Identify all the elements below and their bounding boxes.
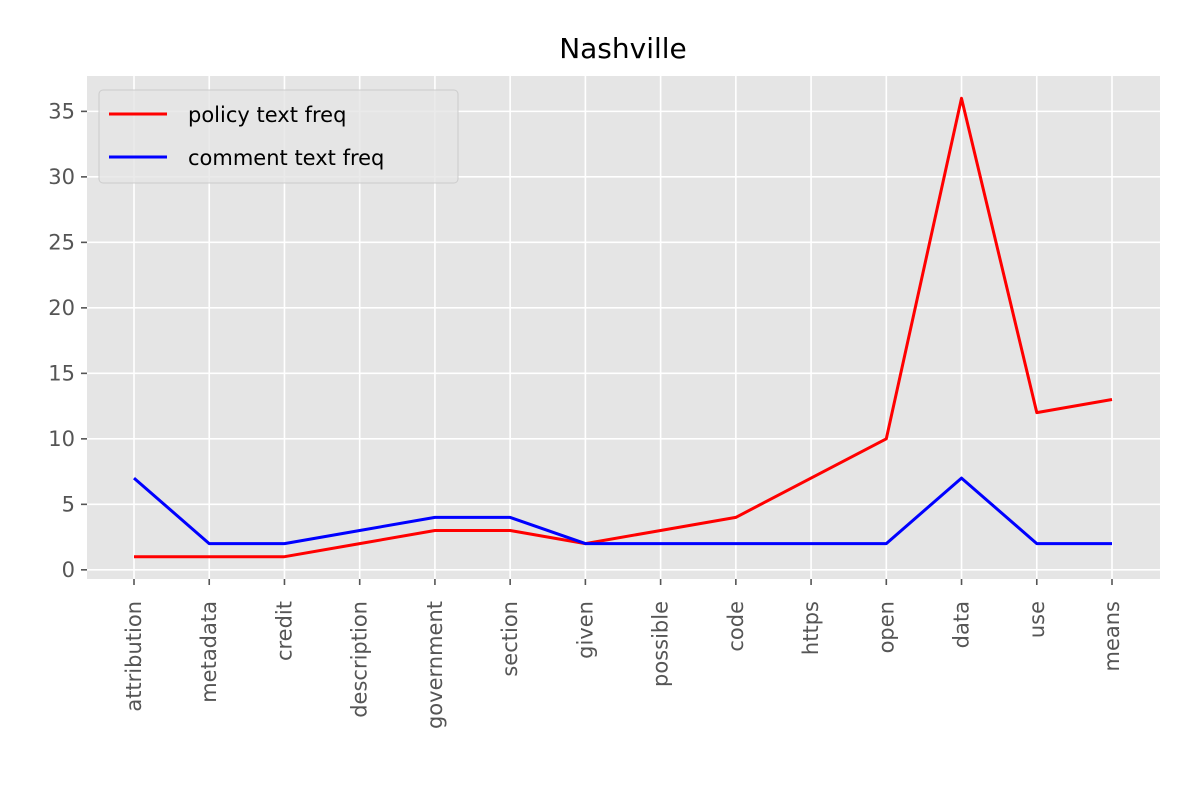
x-tick-label: means [1100, 601, 1124, 672]
y-axis: 0 5 10 15 20 25 30 35 [48, 99, 87, 582]
x-tick-label: possible [649, 601, 673, 687]
x-tick-label: code [724, 601, 748, 652]
series-line-policy [134, 96, 1113, 559]
legend-label: policy text freq [188, 103, 346, 127]
y-tick-label: 10 [48, 427, 75, 451]
x-tick-label: description [348, 601, 372, 718]
y-tick-label: 25 [48, 230, 75, 254]
series-lines [133, 96, 1113, 559]
chart-title: Nashville [559, 32, 687, 65]
legend-label: comment text freq [188, 146, 384, 170]
y-tick-label: 35 [48, 99, 75, 123]
x-tick-label: credit [272, 601, 296, 661]
x-tick-label: open [874, 601, 898, 653]
x-tick-label: section [498, 601, 522, 677]
x-tick-label: government [423, 601, 447, 729]
series-line-comment [133, 476, 1112, 546]
x-tick-label: data [950, 601, 974, 648]
x-tick-label: metadata [197, 601, 221, 703]
x-tick-label: use [1025, 601, 1049, 638]
y-tick-label: 30 [48, 165, 75, 189]
y-tick-label: 15 [48, 361, 75, 385]
legend-box [98, 89, 459, 184]
y-tick-label: 0 [62, 558, 75, 582]
y-tick-label: 5 [62, 492, 75, 516]
y-tick-label: 20 [48, 296, 75, 320]
x-tick-label: https [799, 601, 823, 655]
x-axis: attribution metadata credit description gove… [122, 579, 1124, 729]
legend: policy text freq comment text freq [98, 89, 459, 184]
x-tick-label: attribution [122, 601, 146, 712]
x-tick-label: given [573, 601, 597, 659]
